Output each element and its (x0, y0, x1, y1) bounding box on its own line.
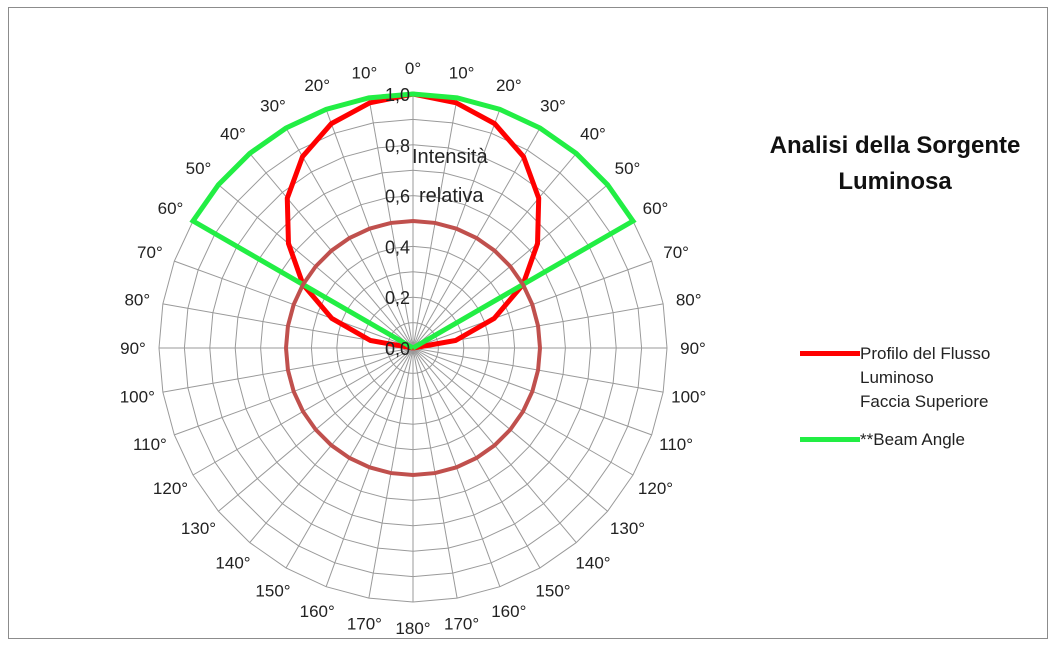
angle-tick-right: 110° (659, 435, 693, 454)
angle-tick-left: 60° (158, 199, 184, 218)
angle-tick-left: 70° (137, 243, 163, 262)
radial-tick-label: 0,4 (385, 237, 410, 257)
angle-tick-left: 100° (120, 388, 155, 407)
angle-tick-left: 80° (124, 290, 150, 309)
angle-tick-right: 100° (671, 388, 706, 407)
angle-tick-left: 140° (215, 554, 250, 573)
legend-item-beam-angle: **Beam Angle (800, 428, 1040, 452)
radial-tick-label: 0,0 (385, 339, 410, 359)
radial-tick-label: 0,6 (385, 187, 410, 207)
legend-label-profilo: Profilo del Flusso Luminoso Faccia Super… (860, 342, 1030, 414)
chart-title: Analisi della Sorgente Luminosa (740, 128, 1050, 200)
angle-tick-right: 160° (491, 602, 526, 621)
angle-tick-left: 90° (120, 339, 146, 358)
angle-tick-left: 40° (220, 125, 246, 144)
angle-tick-right: 10° (449, 63, 475, 82)
chart-title-line2: Luminosa (838, 168, 952, 195)
radial-axis-label-line2: relativa (419, 185, 484, 207)
series-layer (189, 91, 637, 478)
angle-tick-left: 10° (352, 63, 378, 82)
radial-tick-label: 1,0 (385, 85, 410, 105)
angle-tick-right: 60° (643, 199, 669, 218)
legend-swatch-profilo (800, 351, 860, 356)
angle-tick-left: 130° (181, 519, 216, 538)
series-reference-ring (283, 218, 543, 478)
angle-tick-right: 80° (676, 290, 702, 309)
angle-tick-right: 30° (540, 97, 566, 116)
radial-tick-label: 0,2 (385, 288, 410, 308)
angle-tick-right: 0° (405, 59, 421, 78)
legend-label-profilo-line2: Luminoso (860, 368, 934, 387)
angle-tick-right: 140° (575, 554, 610, 573)
angle-tick-left: 30° (260, 97, 286, 116)
angle-tick-right: 130° (610, 519, 645, 538)
angle-tick-labels: 0° 10° 20° 30° 40° 50° 60° 70° 80° 90° 100° 110° 120… (120, 59, 707, 638)
angle-tick-left: 110° (133, 435, 167, 454)
series-line-beam-angle (189, 91, 637, 351)
legend: Profilo del Flusso Luminoso Faccia Super… (800, 342, 1040, 466)
chart-title-line1: Analisi della Sorgente (769, 132, 1021, 159)
legend-label-profilo-line3: Faccia Superiore (860, 392, 989, 411)
angle-tick-left: 160° (300, 602, 335, 621)
angle-tick-right: 90° (680, 339, 706, 358)
angle-tick-right: 120° (638, 479, 673, 498)
legend-label-profilo-line1: Profilo del Flusso (860, 344, 991, 363)
legend-item-profilo: Profilo del Flusso Luminoso Faccia Super… (800, 342, 1040, 414)
angle-tick-right: 20° (496, 76, 522, 95)
legend-label-beam-angle: **Beam Angle (860, 430, 965, 449)
radial-tick-labels: 0,0 0,2 0,4 0,6 0,8 1,0 (385, 85, 410, 359)
legend-swatch-beam-angle (800, 437, 860, 442)
angle-tick-left: 120° (153, 479, 188, 498)
angle-tick-left: 170° (347, 615, 382, 634)
angle-tick-right: 70° (663, 243, 689, 262)
angle-tick-left: 20° (304, 76, 330, 95)
radial-tick-label: 0,8 (385, 136, 410, 156)
angle-tick-left: 50° (186, 159, 212, 178)
angle-tick-right: 170° (444, 615, 479, 634)
angle-tick-left: 150° (255, 582, 290, 601)
angle-tick-right: 50° (615, 159, 641, 178)
angle-tick-right: 40° (580, 125, 606, 144)
radial-axis-label-line1: Intensità (412, 146, 488, 168)
angle-tick-right: 180° (395, 619, 430, 638)
angle-tick-right: 150° (535, 582, 570, 601)
